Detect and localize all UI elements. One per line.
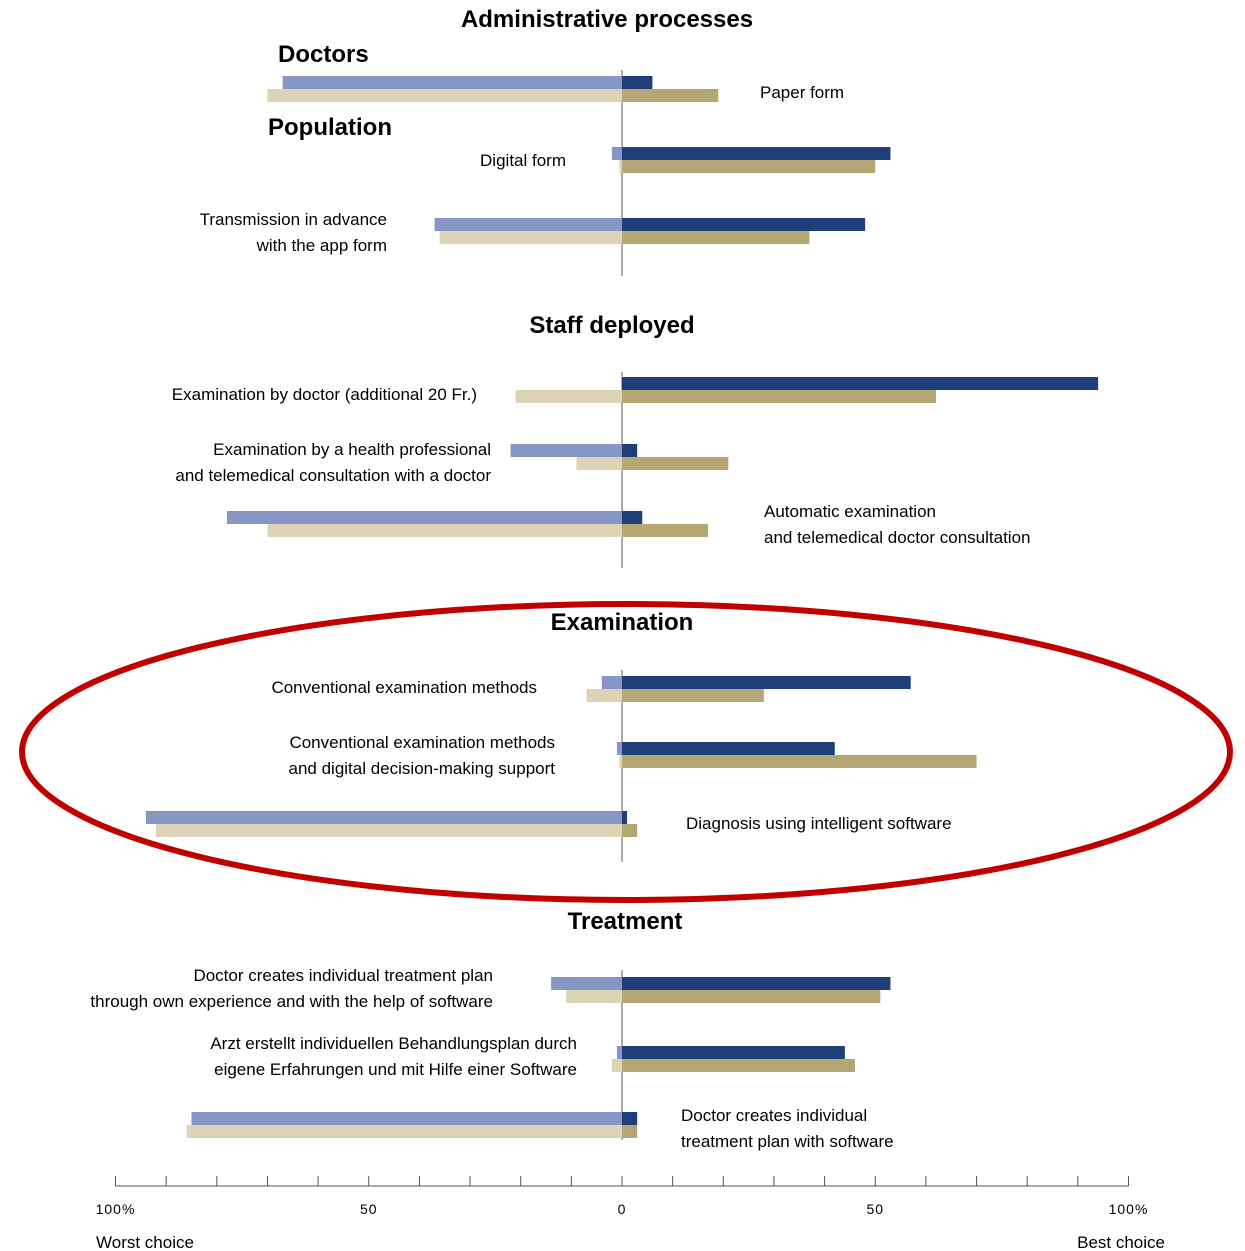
x-tick-label: 100%	[96, 1201, 136, 1217]
bar-population-best	[622, 755, 977, 768]
bar-doctors-worst	[434, 218, 622, 231]
bar-population-worst	[586, 689, 622, 702]
x-tick-label: 50	[866, 1201, 884, 1217]
category-label: and digital decision-making support	[289, 759, 556, 778]
bar-doctors-best	[622, 1112, 638, 1125]
section-title: Administrative processes	[461, 6, 753, 33]
bar-doctors-worst	[510, 444, 622, 457]
section-title: Treatment	[568, 908, 683, 935]
best-choice-label: Best choice	[1077, 1233, 1165, 1251]
legend-label-population: Population	[268, 114, 392, 141]
bar-doctors-best	[622, 218, 866, 231]
bar-doctors-best	[622, 377, 1099, 390]
highlight-ellipse	[19, 601, 1233, 903]
x-tick-label: 0	[618, 1201, 627, 1217]
section-title: Staff deployed	[529, 312, 694, 339]
category-label: Digital form	[480, 151, 566, 170]
bar-doctors-best	[622, 742, 835, 755]
bar-doctors-best	[622, 811, 628, 824]
bar-doctors-best	[622, 76, 653, 89]
bar-doctors-worst	[145, 811, 622, 824]
bar-population-best	[622, 457, 729, 470]
category-label: with the app form	[256, 236, 387, 255]
category-label: Arzt erstellt individuellen Behandlungsp…	[210, 1034, 577, 1053]
category-label: treatment plan with software	[681, 1132, 894, 1151]
worst-choice-label: Worst choice	[96, 1233, 194, 1251]
bar-population-best	[622, 1125, 638, 1138]
bar-doctors-best	[622, 1046, 845, 1059]
bar-population-worst	[611, 1059, 622, 1072]
bar-population-best	[622, 231, 810, 244]
category-label: Conventional examination methods	[289, 733, 555, 752]
category-label: Examination by a health professional	[213, 440, 491, 459]
bar-doctors-worst	[616, 742, 622, 755]
category-label: and telemedical doctor consultation	[764, 528, 1031, 547]
bar-doctors-best	[622, 511, 643, 524]
category-label: Automatic examination	[764, 502, 936, 521]
category-label: Diagnosis using intelligent software	[686, 814, 952, 833]
category-label: Conventional examination methods	[271, 678, 537, 697]
bar-population-best	[622, 689, 764, 702]
bar-doctors-worst	[191, 1112, 622, 1125]
legend-label-doctors: Doctors	[278, 41, 369, 68]
bar-population-worst	[156, 824, 622, 837]
bar-doctors-worst	[282, 76, 622, 89]
bar-doctors-worst	[601, 676, 622, 689]
bar-population-worst	[515, 390, 622, 403]
bar-doctors-worst	[611, 147, 622, 160]
category-label: Doctor creates individual treatment plan	[193, 966, 493, 985]
x-tick-label: 100%	[1109, 1201, 1149, 1217]
bar-doctors-best	[622, 147, 891, 160]
bar-population-best	[622, 1059, 855, 1072]
bar-population-best	[622, 824, 638, 837]
category-label: Paper form	[760, 83, 844, 102]
category-label: Examination by doctor (additional 20 Fr.…	[172, 385, 477, 404]
bar-population-worst	[566, 990, 622, 1003]
category-label: and telemedical consultation with a doct…	[175, 466, 491, 485]
bar-population-best	[622, 160, 876, 173]
category-label: eigene Erfahrungen und mit Hilfe einer S…	[214, 1060, 577, 1079]
category-label: through own experience and with the help…	[90, 992, 493, 1011]
bar-population-best	[622, 524, 709, 537]
bar-doctors-best	[622, 676, 911, 689]
bar-doctors-best	[622, 977, 891, 990]
category-label: Doctor creates individual	[681, 1106, 867, 1125]
bar-population-worst	[619, 160, 622, 173]
bar-population-worst	[439, 231, 622, 244]
bar-population-worst	[267, 524, 622, 537]
section-title: Examination	[551, 609, 694, 636]
bar-doctors-worst	[226, 511, 622, 524]
bar-population-worst	[576, 457, 622, 470]
category-label: Transmission in advance	[200, 210, 387, 229]
bar-population-best	[622, 89, 719, 102]
bar-population-worst	[619, 755, 622, 768]
x-tick-label: 50	[360, 1201, 378, 1217]
bar-population-worst	[186, 1125, 622, 1138]
bar-doctors-worst	[551, 977, 622, 990]
bar-doctors-best	[622, 444, 638, 457]
bar-doctors-worst	[616, 1046, 622, 1059]
bar-population-best	[622, 990, 881, 1003]
bar-population-worst	[267, 89, 622, 102]
bar-population-best	[622, 390, 937, 403]
